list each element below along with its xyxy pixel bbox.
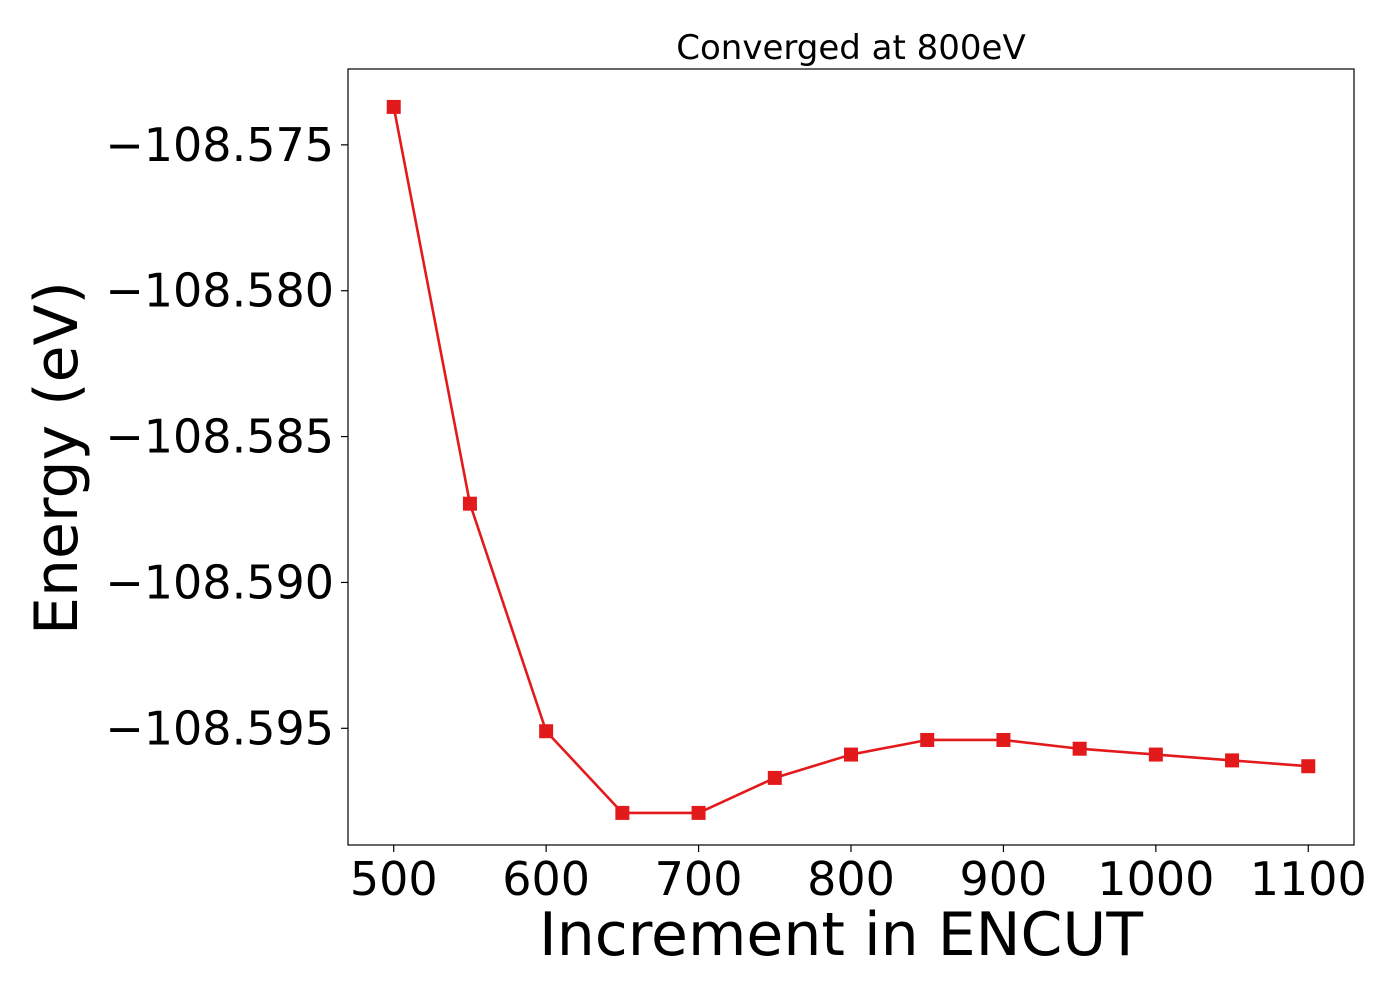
data-point-marker — [462, 496, 477, 511]
y-tick-label: −108.585 — [105, 410, 334, 464]
x-tick-label: 500 — [350, 852, 438, 906]
data-point-marker — [615, 805, 630, 820]
x-tick-label: 800 — [807, 852, 895, 906]
plot-frame — [347, 68, 1355, 846]
data-point-marker — [767, 770, 782, 785]
x-tick-label: 600 — [502, 852, 590, 906]
y-tick-label: −108.580 — [105, 264, 334, 318]
data-point-marker — [1072, 741, 1087, 756]
data-point-marker — [996, 732, 1011, 747]
x-tick-label: 700 — [655, 852, 743, 906]
data-point-marker — [1225, 753, 1240, 768]
data-point-marker — [539, 724, 554, 739]
y-axis-ticks: −108.575 −108.580 −108.585 −108.590 −108.595 — [105, 118, 348, 755]
x-axis-label: Increment in ENCUT — [539, 900, 1143, 970]
data-point-marker — [1148, 747, 1163, 762]
y-tick-label: −108.595 — [105, 701, 334, 755]
data-point-marker — [386, 99, 401, 114]
data-point-marker — [920, 732, 935, 747]
chart-title: Converged at 800eV — [676, 28, 1025, 68]
x-tick-label: 1000 — [1097, 852, 1214, 906]
y-tick-label: −108.590 — [105, 555, 334, 609]
y-tick-label: −108.575 — [105, 118, 334, 172]
x-tick-label: 1100 — [1250, 852, 1367, 906]
x-tick-label: 900 — [960, 852, 1048, 906]
series-layer — [386, 99, 1316, 820]
data-point-marker — [1301, 759, 1316, 774]
x-axis-ticks: 500 600 700 800 900 1000 1100 — [350, 845, 1367, 906]
y-axis-label: Energy (eV) — [22, 281, 92, 635]
data-point-marker — [691, 805, 706, 820]
data-point-marker — [844, 747, 858, 762]
